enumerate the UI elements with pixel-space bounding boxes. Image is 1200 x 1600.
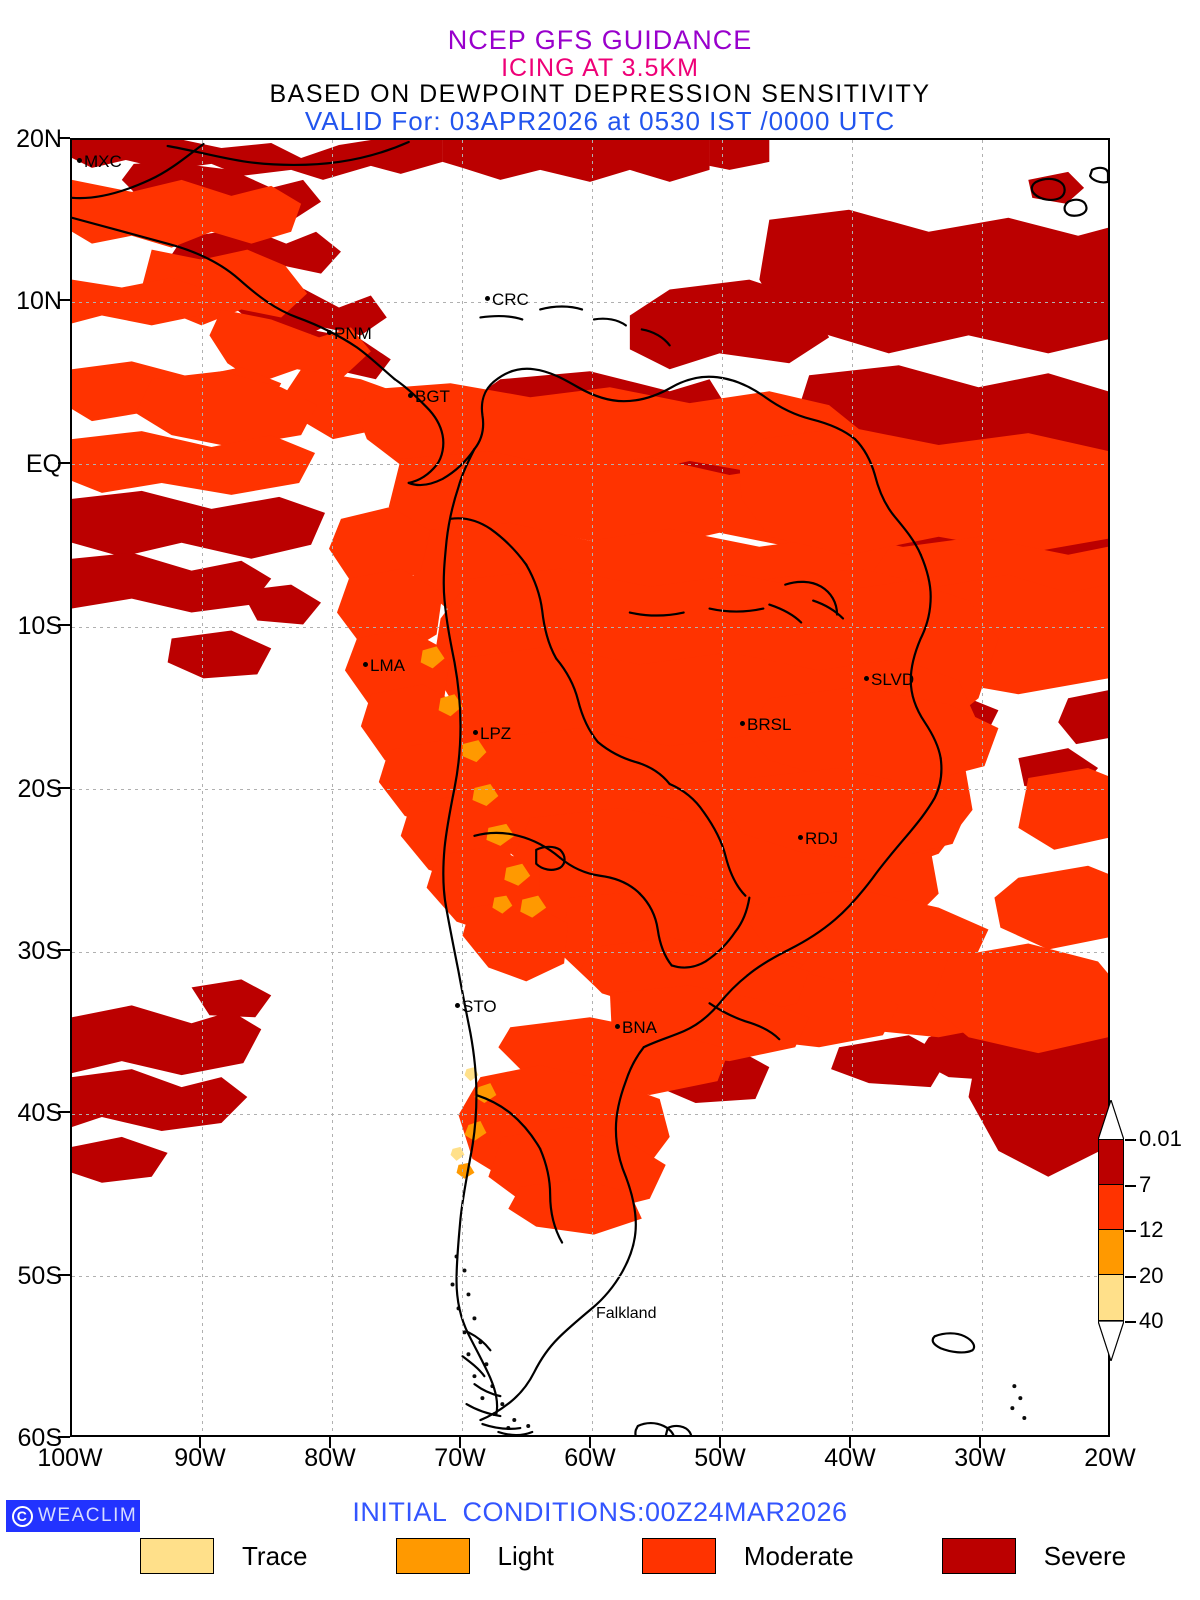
legend-label: Light (497, 1540, 554, 1571)
latitude-tick-label: EQ (25, 449, 62, 478)
legend-label: Trace (242, 1540, 308, 1571)
title-valid-time: VALID For: 03APR2026 at 0530 IST /0000 U… (304, 105, 896, 136)
longitude-tick-label: 40W (824, 1444, 876, 1472)
map-plot-area[interactable]: MXC PNM CRC BGT LMA LPZ BRSL SLVD RDJ STO BNA Falkl… (70, 138, 1110, 1437)
latitude-tick-mark (58, 137, 70, 139)
latitude-tick-mark (58, 299, 70, 302)
initial-conditions-text: INITIAL CONDITIONS:00Z24MAR2026 (352, 1497, 848, 1527)
latitude-tick-mark (58, 1111, 70, 1114)
colorbar-tick-value: 7 (1139, 1171, 1152, 1197)
station-dot (363, 662, 368, 667)
station-dot (485, 296, 490, 301)
latitude-tick-label: 30S (17, 936, 62, 965)
colorbar[interactable]: 0.01 7 12 20 40 (1098, 1100, 1182, 1361)
latitude-tick-label: 50S (17, 1261, 62, 1290)
icing-field-map (72, 140, 1108, 1435)
colorbar-tick-dash (1125, 1139, 1136, 1142)
longitude-tick-label: 30W (954, 1444, 1006, 1472)
legend-label: Severe (1043, 1540, 1127, 1571)
legend-swatch-light (395, 1538, 470, 1574)
colorbar-tick-dash (1125, 1230, 1136, 1233)
colorbar-tick-dash (1125, 1321, 1136, 1324)
colorbar-tick: 20 (1125, 1263, 1163, 1289)
latitude-tick-mark (58, 624, 70, 627)
longitude-tick-mark (719, 1437, 721, 1448)
colorbar-tick: 0.01 (1125, 1126, 1182, 1152)
colorbar-tick: 7 (1125, 1172, 1151, 1198)
colorbar-tick: 40 (1125, 1308, 1163, 1334)
station-dot (798, 835, 803, 840)
station-dot (740, 721, 745, 726)
longitude-tick-label: 60W (564, 1444, 616, 1472)
latitude-tick-label: 20N (16, 125, 62, 153)
title-agency: NCEP GFS GUIDANCE (447, 25, 753, 55)
colorbar-segment-trace (1099, 1275, 1123, 1320)
colorbar-segment-severe (1099, 1140, 1123, 1185)
latitude-tick-label: 10S (17, 612, 62, 641)
legend-swatch-moderate (641, 1538, 716, 1574)
longitude-tick-label: 100W (37, 1444, 103, 1472)
latitude-tick-label: 60S (17, 1424, 62, 1452)
longitude-tick-label: 50W (694, 1444, 746, 1472)
severity-legend: Trace Light Moderate Severe (0, 1538, 1200, 1574)
coastlines-and-borders (72, 140, 1108, 1435)
longitude-tick-label: 80W (304, 1444, 356, 1472)
colorbar-tick-value: 20 (1139, 1262, 1164, 1288)
latitude-tick-label: 10N (16, 287, 62, 316)
legend-swatch-severe (941, 1538, 1016, 1574)
weaclim-watermark: C WEACLIM (6, 1500, 140, 1532)
colorbar-tick-dash (1125, 1275, 1136, 1278)
colorbar-segment-moderate (1099, 1185, 1123, 1230)
latitude-tick-mark (58, 461, 70, 464)
longitude-tick-label: 20W (1084, 1444, 1136, 1472)
colorbar-segment-light (1099, 1230, 1123, 1275)
latitude-tick-label: 20S (17, 774, 62, 803)
latitude-tick-mark (58, 1273, 70, 1276)
legend-item-light[interactable]: Light (395, 1538, 554, 1574)
latitude-tick-mark (58, 1436, 70, 1438)
legend-item-moderate[interactable]: Moderate (641, 1538, 854, 1574)
weaclim-label: WEACLIM (38, 1505, 138, 1526)
colorbar-tick: 12 (1125, 1217, 1163, 1243)
station-dot (77, 158, 82, 163)
legend-item-trace[interactable]: Trace (140, 1538, 308, 1574)
copyright-icon: C (12, 1505, 33, 1527)
colorbar-tick-dash (1125, 1184, 1136, 1187)
longitude-tick-mark (459, 1437, 461, 1448)
station-dot (327, 330, 332, 335)
longitude-tick-mark (849, 1437, 851, 1448)
legend-swatch-trace (140, 1538, 214, 1574)
colorbar-tick-value: 40 (1139, 1308, 1164, 1333)
station-dot (615, 1024, 620, 1029)
legend-label: Moderate (743, 1540, 854, 1571)
station-dot (864, 676, 869, 681)
longitude-tick-mark (329, 1437, 331, 1448)
colorbar-tick-value: 12 (1139, 1217, 1164, 1242)
island-stipple (450, 1254, 1027, 1431)
colorbar-top-arrow (1098, 1100, 1124, 1140)
station-dot (408, 393, 413, 398)
title-product: ICING AT 3.5KM (501, 53, 699, 82)
station-dot (473, 730, 478, 735)
longitude-tick-mark (979, 1437, 981, 1448)
longitude-tick-label: 70W (434, 1444, 486, 1472)
title-block: NCEP GFS GUIDANCE ICING AT 3.5KM BASED O… (0, 26, 1200, 135)
colorbar-body (1098, 1139, 1124, 1321)
colorbar-tick-value: 0.01 (1139, 1126, 1182, 1151)
latitude-tick-mark (58, 786, 70, 789)
legend-item-severe[interactable]: Severe (941, 1538, 1127, 1574)
title-method: BASED ON DEWPOINT DEPRESSION SENSITIVITY (269, 80, 931, 109)
colorbar-bottom-arrow (1098, 1321, 1124, 1361)
station-dot (455, 1003, 460, 1008)
latitude-tick-label: 40S (17, 1099, 62, 1128)
longitude-tick-mark (589, 1437, 591, 1448)
light-icing-regions (420, 646, 547, 1179)
latitude-tick-mark (58, 948, 70, 951)
longitude-tick-mark (199, 1437, 201, 1448)
longitude-tick-label: 90W (174, 1444, 226, 1472)
